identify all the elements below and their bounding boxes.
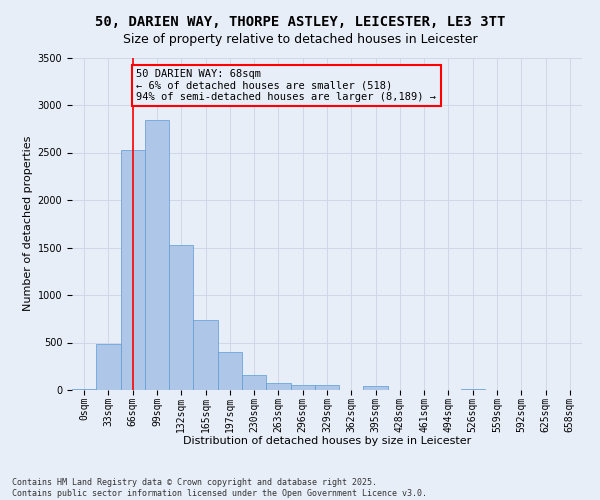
Bar <box>72 388 96 390</box>
Bar <box>242 376 266 390</box>
Bar <box>290 385 315 390</box>
Bar <box>145 120 169 390</box>
Bar <box>96 344 121 390</box>
Bar <box>121 150 145 390</box>
Text: 50 DARIEN WAY: 68sqm
← 6% of detached houses are smaller (518)
94% of semi-detac: 50 DARIEN WAY: 68sqm ← 6% of detached ho… <box>136 69 436 102</box>
Text: 50, DARIEN WAY, THORPE ASTLEY, LEICESTER, LE3 3TT: 50, DARIEN WAY, THORPE ASTLEY, LEICESTER… <box>95 15 505 29</box>
Text: Size of property relative to detached houses in Leicester: Size of property relative to detached ho… <box>122 32 478 46</box>
Bar <box>364 386 388 390</box>
Y-axis label: Number of detached properties: Number of detached properties <box>23 136 34 312</box>
Bar <box>169 244 193 390</box>
Text: Contains HM Land Registry data © Crown copyright and database right 2025.
Contai: Contains HM Land Registry data © Crown c… <box>12 478 427 498</box>
Bar <box>461 388 485 390</box>
Bar <box>266 383 290 390</box>
Bar <box>218 352 242 390</box>
X-axis label: Distribution of detached houses by size in Leicester: Distribution of detached houses by size … <box>183 436 471 446</box>
Bar <box>193 320 218 390</box>
Bar <box>315 385 339 390</box>
